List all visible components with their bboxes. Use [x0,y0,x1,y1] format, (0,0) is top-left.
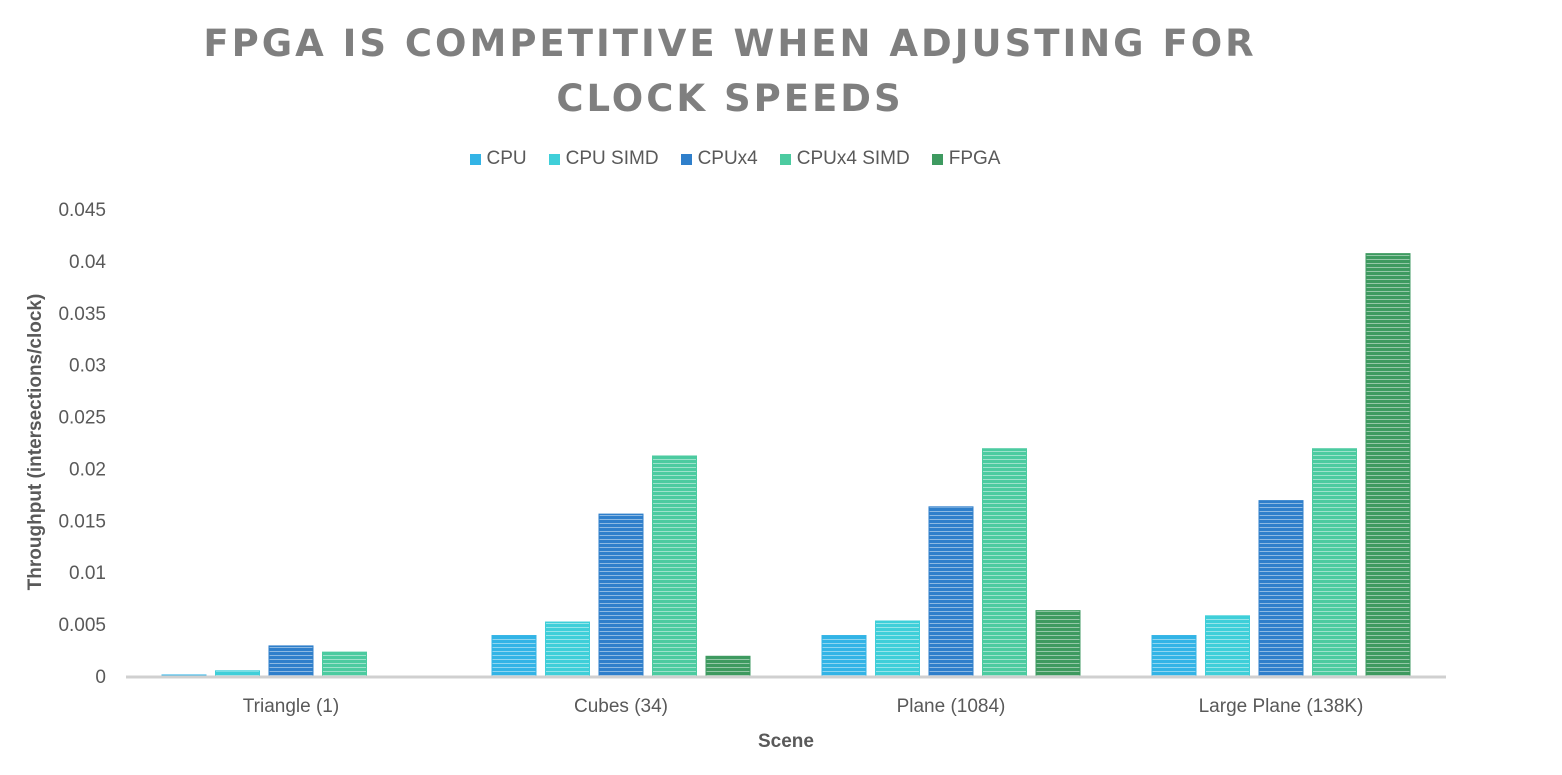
bar-cpux4-simd [1312,448,1357,677]
legend-swatch [680,153,692,165]
legend-label: CPUx4 [697,148,758,169]
legend-label: CPU [486,148,527,169]
bar-cpux4 [598,513,644,677]
y-axis-title: Throughput (intersections/clock) [25,294,46,591]
y-tick-label: 0.035 [58,304,106,325]
x-tick-label: Triangle (1) [243,696,339,717]
y-tick-label: 0.03 [69,356,106,377]
bar-cpu [491,635,537,677]
legend-swatch [931,153,943,165]
bar-cpux4 [1258,500,1304,677]
bar-fpga [1365,253,1411,677]
bar-cpu-simd [545,621,590,677]
legend-swatch [548,153,560,165]
bar-cpu [821,635,867,677]
legend-label: FPGA [948,148,1001,169]
legend-item-2: CPUx4 [680,148,758,170]
y-tick-label: 0.045 [58,200,106,221]
bar-cpux4-simd [982,448,1027,677]
x-axis-ticks: Triangle (1) Cubes (34) Plane (1084) Large … [243,696,1364,717]
y-tick-label: 0.025 [58,408,106,429]
legend-label: CPU SIMD [565,148,659,169]
y-tick-label: 0.04 [69,252,106,273]
bar-cpux4 [268,645,314,677]
y-tick-label: 0.005 [58,615,106,636]
legend-label: CPUx4 SIMD [796,148,910,169]
bar-cpu-simd [215,670,260,677]
x-tick-label: Large Plane (138K) [1199,696,1364,717]
y-axis-ticks: 0 0.005 0.01 0.015 0.02 0.025 0.03 0.035 0.04 0.0… [58,200,106,688]
bar-cpu-simd [1205,615,1250,677]
legend-item-3: CPUx4 SIMD [779,148,910,170]
legend-swatch [469,153,481,165]
x-axis-title: Scene [758,731,814,752]
y-tick-label: 0 [95,667,106,688]
bars [161,253,1411,677]
chart-title: FPGA IS COMPETITIVE WHEN ADJUSTING FOR C… [203,22,1257,120]
x-tick-label: Plane (1084) [897,696,1006,717]
bar-fpga [705,655,751,677]
bar-cpux4-simd [652,455,697,677]
bar-cpu [1151,635,1197,677]
legend-item-0: CPU [469,148,527,170]
legend: CPU CPU SIMD CPUx4 CPUx4 SIMD FPGA [0,148,1470,170]
x-tick-label: Cubes (34) [574,696,668,717]
y-tick-label: 0.02 [69,459,106,480]
bar-cpux4 [928,506,974,677]
legend-item-1: CPU SIMD [548,148,659,170]
bar-fpga [1035,610,1081,677]
bar-cpux4-simd [322,651,367,677]
y-tick-label: 0.015 [58,511,106,532]
y-tick-label: 0.01 [69,563,106,584]
legend-item-4: FPGA [931,148,1001,170]
legend-swatch [779,153,791,165]
bar-cpu-simd [875,620,920,677]
